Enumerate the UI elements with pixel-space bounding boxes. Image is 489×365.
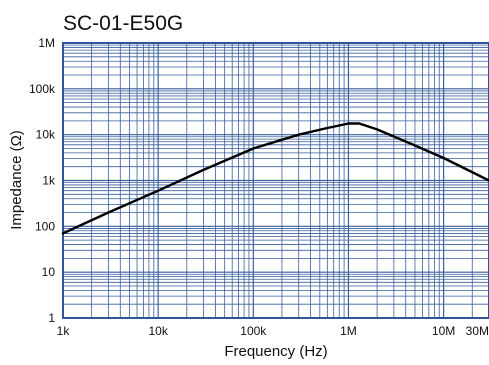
grid-layer: [63, 43, 489, 318]
y-tick-label: 100: [35, 219, 55, 233]
x-tick-label: 100k: [240, 324, 267, 338]
x-tick-label: 30M: [466, 324, 489, 338]
y-tick-label: 1M: [38, 36, 55, 50]
y-tick-label: 10: [42, 265, 56, 279]
y-tick-label: 1: [48, 311, 55, 325]
y-tick-labels: 1 10 100 1k 10k 100k 1M: [29, 36, 56, 325]
impedance-series-line: [63, 124, 489, 234]
y-tick-label: 10k: [36, 128, 56, 142]
x-axis-label: Frequency (Hz): [224, 343, 327, 360]
chart-title: SC-01-E50G: [63, 12, 183, 35]
y-tick-label: 100k: [29, 82, 56, 96]
x-tick-label: 1k: [57, 324, 71, 338]
x-tick-label: 10k: [148, 324, 168, 338]
x-tick-label: 1M: [340, 324, 357, 338]
series-layer: [63, 124, 489, 234]
x-tick-labels: 1k 10k 100k 1M 10M 30M: [57, 324, 489, 338]
y-tick-label: 1k: [42, 174, 56, 188]
x-tick-label: 10M: [432, 324, 455, 338]
y-axis-label: Impedance (Ω): [8, 130, 25, 230]
